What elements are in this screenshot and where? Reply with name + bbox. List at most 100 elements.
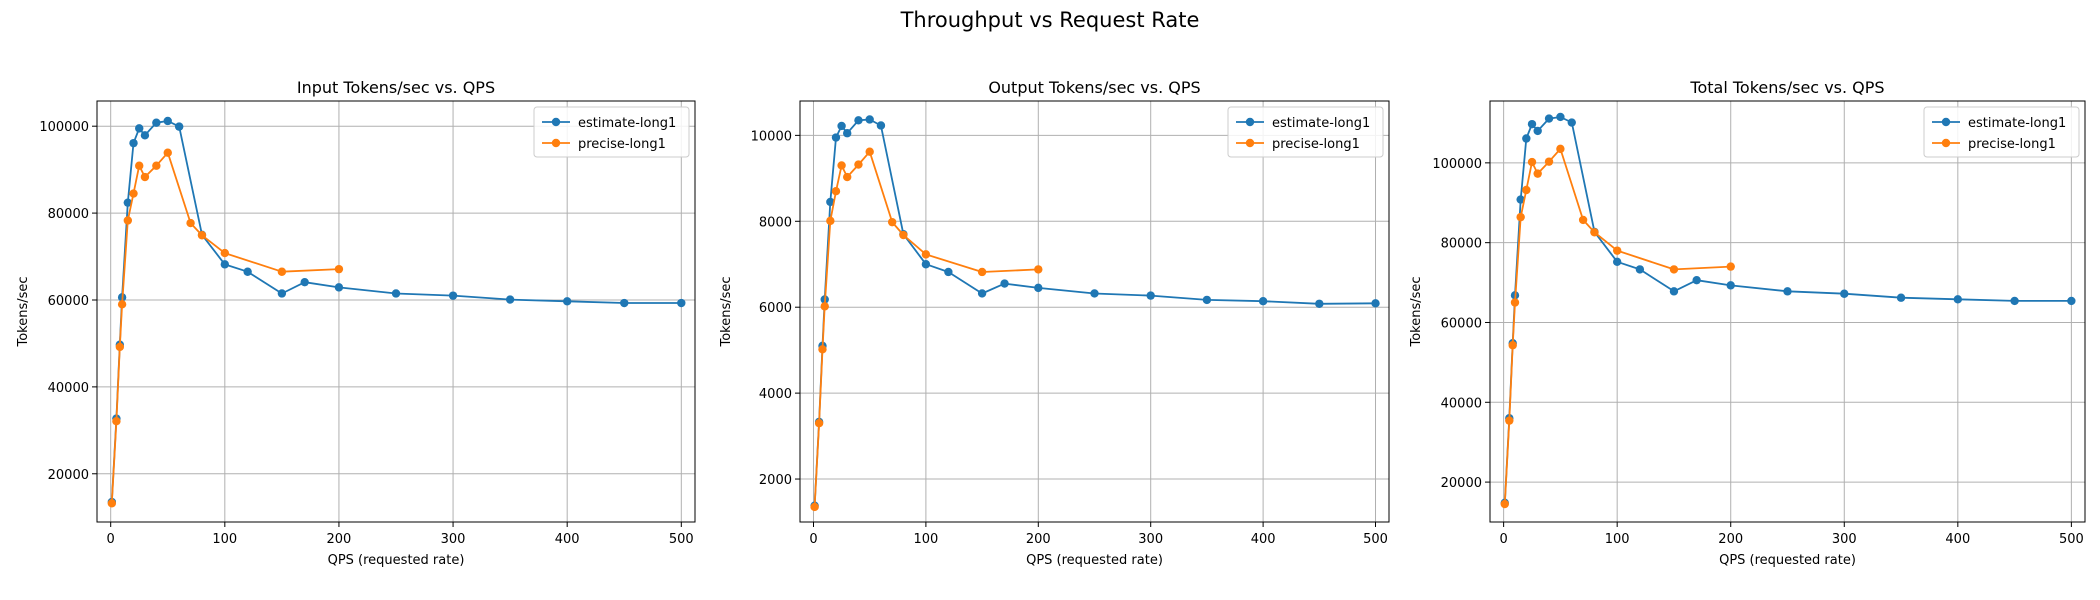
x-tick-label: 400: [555, 532, 580, 547]
data-point-precise-long1: [115, 342, 125, 352]
data-point-precise-long1: [831, 187, 841, 196]
data-point-estimate-long1: [1953, 295, 1963, 304]
x-tick-label: 0: [107, 532, 115, 547]
x-tick-label: 500: [1363, 532, 1388, 547]
data-point-precise-long1: [163, 148, 172, 157]
y-tick-label: 6000: [759, 301, 792, 316]
data-point-estimate-long1: [1258, 296, 1268, 306]
data-point-precise-long1: [865, 147, 874, 156]
data-point-estimate-long1: [1000, 279, 1009, 288]
series-line-precise-long1: [1503, 147, 1731, 505]
axes-frame: [799, 100, 1390, 523]
y-axis-label: Tokens/sec: [16, 276, 31, 347]
data-point-estimate-long1: [1202, 295, 1212, 305]
data-point-estimate-long1: [854, 116, 863, 125]
x-tick-label: 200: [327, 532, 352, 547]
data-point-precise-long1: [887, 217, 897, 227]
data-point-precise-long1: [197, 231, 207, 240]
data-point-estimate-long1: [977, 289, 987, 298]
data-point-estimate-long1: [1371, 299, 1380, 308]
x-tick-label: 0: [809, 532, 817, 547]
data-point-precise-long1: [899, 230, 908, 240]
data-point-estimate-long1: [677, 298, 686, 308]
series-line-estimate-long1: [110, 120, 682, 503]
data-point-precise-long1: [820, 302, 829, 311]
axes-frame: [96, 100, 696, 523]
data-point-precise-long1: [1505, 416, 1514, 425]
legend-box: [1923, 106, 2080, 158]
y-axis-label: Tokens/sec: [719, 276, 734, 347]
data-point-estimate-long1: [129, 138, 138, 148]
data-point-estimate-long1: [277, 289, 287, 298]
data-point-estimate-long1: [448, 291, 458, 300]
data-point-estimate-long1: [1896, 293, 1906, 302]
x-tick-label: 400: [1945, 532, 1970, 547]
data-point-estimate-long1: [1783, 287, 1792, 296]
legend-marker-estimate-long1: [1941, 117, 1951, 127]
x-tick-label: 300: [441, 532, 466, 547]
chart-panel-1: 0 100 200 300 400 500 20000 40000 60000 80000 1000…: [16, 78, 696, 568]
data-point-estimate-long1: [1527, 119, 1537, 129]
data-point-estimate-long1: [1840, 289, 1849, 298]
data-point-estimate-long1: [1669, 287, 1679, 296]
legend-marker-precise-long1: [1245, 138, 1255, 148]
data-point-precise-long1: [1612, 246, 1622, 255]
data-point-estimate-long1: [562, 297, 572, 306]
legend-box: [533, 106, 690, 158]
legend-marker-estimate-long1: [1245, 117, 1255, 127]
data-point-precise-long1: [1527, 157, 1537, 167]
y-tick-label: 4000: [759, 387, 792, 402]
data-point-precise-long1: [334, 264, 344, 274]
legend-label-estimate-long1: estimate-long1: [578, 116, 676, 131]
data-point-estimate-long1: [865, 115, 874, 124]
data-point-precise-long1: [117, 300, 127, 309]
data-point-estimate-long1: [1146, 291, 1155, 300]
data-point-estimate-long1: [163, 116, 172, 126]
data-point-precise-long1: [921, 250, 931, 259]
data-point-estimate-long1: [826, 197, 835, 207]
chart-title: Input Tokens/sec vs. QPS: [297, 78, 495, 97]
data-point-estimate-long1: [921, 260, 931, 269]
x-tick-label: 200: [1026, 532, 1051, 547]
data-point-estimate-long1: [1635, 265, 1645, 274]
data-point-precise-long1: [112, 417, 121, 426]
data-point-estimate-long1: [2067, 296, 2076, 306]
data-point-precise-long1: [1510, 298, 1520, 307]
data-point-estimate-long1: [1533, 126, 1542, 136]
y-tick-label: 100000: [39, 120, 89, 135]
data-point-precise-long1: [1034, 265, 1043, 274]
data-point-estimate-long1: [1544, 114, 1554, 123]
data-point-estimate-long1: [300, 277, 309, 287]
y-tick-label: 80000: [48, 207, 89, 222]
data-point-estimate-long1: [831, 133, 841, 142]
series-line-precise-long1: [813, 150, 1039, 508]
data-point-estimate-long1: [135, 124, 144, 133]
x-tick-label: 500: [669, 532, 694, 547]
data-point-estimate-long1: [391, 289, 401, 298]
legend-label-precise-long1: precise-long1: [578, 137, 666, 152]
data-point-precise-long1: [837, 161, 846, 170]
data-point-precise-long1: [1590, 228, 1599, 237]
x-tick-label: 200: [1718, 532, 1743, 547]
data-point-estimate-long1: [1726, 281, 1735, 290]
legend-label-estimate-long1: estimate-long1: [1272, 116, 1370, 131]
data-point-precise-long1: [277, 267, 287, 276]
y-tick-label: 60000: [48, 294, 89, 309]
data-point-estimate-long1: [944, 267, 953, 277]
data-point-estimate-long1: [243, 267, 252, 276]
data-point-precise-long1: [186, 218, 195, 228]
data-point-estimate-long1: [620, 298, 629, 308]
data-point-precise-long1: [123, 216, 133, 225]
chart-panel-3: 0 100 200 300 400 500 20000 40000 60000 80000 1000…: [1409, 78, 2086, 568]
x-tick-label: 100: [913, 532, 938, 547]
data-point-estimate-long1: [1556, 112, 1565, 122]
data-point-precise-long1: [220, 248, 230, 258]
data-point-estimate-long1: [1692, 275, 1701, 285]
data-point-precise-long1: [1522, 185, 1531, 195]
data-point-precise-long1: [818, 345, 827, 354]
y-tick-label: 20000: [1441, 476, 1482, 491]
y-tick-label: 100000: [1432, 157, 1482, 172]
data-point-precise-long1: [814, 418, 824, 428]
data-point-estimate-long1: [505, 295, 515, 304]
